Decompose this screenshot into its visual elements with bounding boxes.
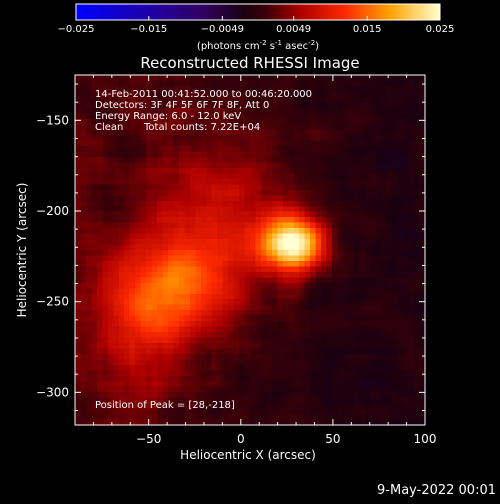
colorbar-tick-label: −0.025 xyxy=(57,24,94,35)
colorbar-unit-label: (photons cm-2 s-1 asec-2) xyxy=(197,39,319,52)
chart-title: Reconstructed RHESSI Image xyxy=(140,54,359,72)
colorbar-gradient xyxy=(75,3,441,21)
colorbar-tick-label: 0.015 xyxy=(353,24,382,35)
colorbar: −0.025 −0.015 −0.0049 0.0049 0.015 0.025 (pho… xyxy=(57,3,454,52)
footer-timestamp: 9-May-2022 00:01 xyxy=(377,483,496,498)
colorbar-tick-label: −0.015 xyxy=(130,24,167,35)
colorbar-tick-label: −0.0049 xyxy=(201,24,244,35)
annotation-energy-range: Energy Range: 6.0 - 12.0 keV xyxy=(95,111,241,122)
x-tick-label: 50 xyxy=(325,432,340,446)
x-tick-label: 0 xyxy=(237,432,245,446)
y-tick-label: −200 xyxy=(36,204,69,218)
y-tick-label: −150 xyxy=(36,113,69,127)
plot-area: −50 0 50 100 −150 −200 −250 −300 xyxy=(36,74,437,446)
y-tick-label: −250 xyxy=(36,295,69,309)
x-axis-ticks: −50 0 50 100 xyxy=(92,75,437,446)
x-tick-label: −50 xyxy=(136,432,161,446)
annotation-total-counts: Total counts: 7.22E+04 xyxy=(143,122,260,133)
colorbar-tick-label: 0.0049 xyxy=(276,24,311,35)
x-tick-label: 100 xyxy=(414,432,437,446)
colorbar-tick-label: 0.025 xyxy=(426,24,455,35)
y-axis-label: Heliocentric Y (arcsec) xyxy=(15,183,29,318)
colorbar-ticks: −0.025 −0.015 −0.0049 0.0049 0.015 0.025 xyxy=(57,16,454,35)
y-tick-label: −300 xyxy=(36,385,69,399)
annotation-detectors: Detectors: 3F 4F 5F 6F 7F 8F, Att 0 xyxy=(95,100,269,111)
x-axis-label: Heliocentric X (arcsec) xyxy=(180,448,316,462)
annotation-block: 14-Feb-2011 00:41:52.000 to 00:46:20.000… xyxy=(95,89,312,411)
heatmap-image xyxy=(75,75,425,425)
annotation-method: Clean xyxy=(95,122,123,133)
annotation-peak-position: Position of Peak = [28,-218] xyxy=(95,400,235,411)
y-axis-ticks: −150 −200 −250 −300 xyxy=(36,83,425,411)
plot-frame xyxy=(74,74,426,426)
annotation-time-range: 14-Feb-2011 00:41:52.000 to 00:46:20.000 xyxy=(95,89,312,100)
